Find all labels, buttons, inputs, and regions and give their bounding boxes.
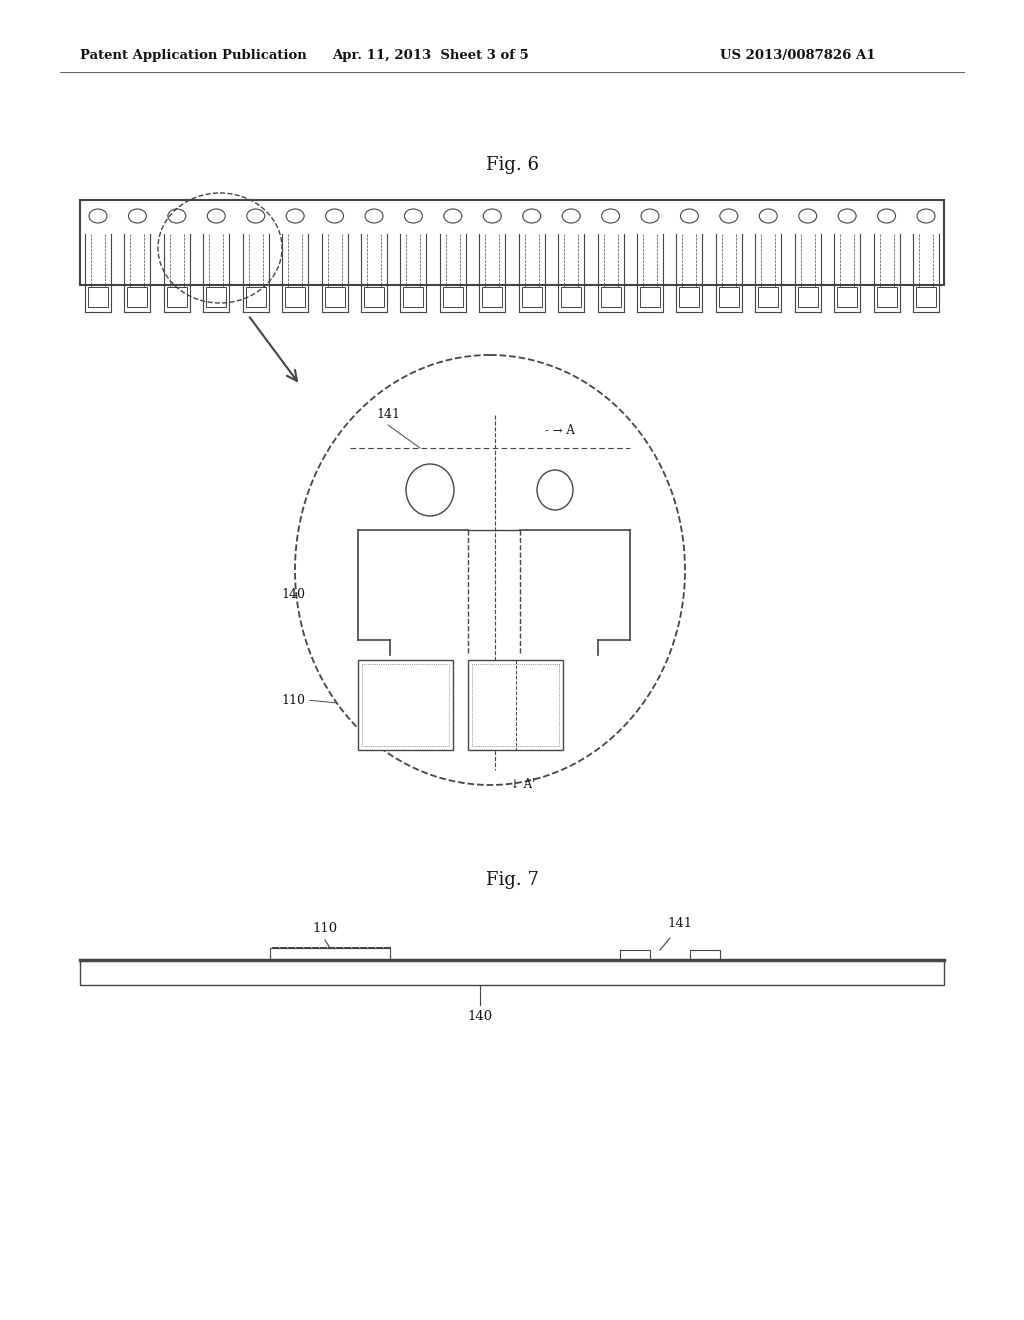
Text: Patent Application Publication: Patent Application Publication (80, 49, 307, 62)
Bar (690, 950, 720, 960)
Ellipse shape (537, 470, 573, 510)
Bar (325, 286, 344, 308)
Text: US 2013/0087826 A1: US 2013/0087826 A1 (720, 49, 876, 62)
Bar (80, 201, 944, 285)
Bar (127, 286, 147, 308)
Bar (521, 286, 542, 308)
Ellipse shape (878, 209, 896, 223)
Ellipse shape (680, 209, 698, 223)
Text: 141: 141 (376, 408, 400, 421)
Bar (640, 286, 660, 308)
Bar (838, 286, 857, 308)
Ellipse shape (406, 465, 454, 516)
Ellipse shape (128, 209, 146, 223)
Bar (561, 286, 582, 308)
Ellipse shape (295, 355, 685, 785)
Text: ↓ A': ↓ A' (510, 777, 536, 791)
Bar (600, 286, 621, 308)
Ellipse shape (443, 209, 462, 223)
Ellipse shape (759, 209, 777, 223)
Ellipse shape (641, 209, 659, 223)
Ellipse shape (326, 209, 344, 223)
Bar (362, 664, 449, 746)
Ellipse shape (838, 209, 856, 223)
Ellipse shape (207, 209, 225, 223)
Ellipse shape (365, 209, 383, 223)
Bar (358, 660, 453, 750)
Ellipse shape (89, 209, 106, 223)
Bar (80, 960, 944, 985)
Text: 110: 110 (281, 693, 305, 706)
Text: Fig. 7: Fig. 7 (485, 871, 539, 888)
Ellipse shape (799, 209, 817, 223)
Ellipse shape (522, 209, 541, 223)
Bar (916, 286, 936, 308)
Bar (403, 286, 424, 308)
Bar (246, 286, 265, 308)
Text: Fig. 6: Fig. 6 (485, 156, 539, 174)
Bar (472, 664, 559, 746)
Ellipse shape (247, 209, 265, 223)
Ellipse shape (918, 209, 935, 223)
Text: 140: 140 (281, 589, 305, 602)
Text: 140: 140 (467, 1010, 493, 1023)
Bar (482, 286, 503, 308)
Bar (468, 660, 563, 750)
Ellipse shape (286, 209, 304, 223)
Bar (680, 286, 699, 308)
Text: Apr. 11, 2013  Sheet 3 of 5: Apr. 11, 2013 Sheet 3 of 5 (332, 49, 528, 62)
Bar (206, 286, 226, 308)
Bar (364, 286, 384, 308)
Text: - → A: - → A (545, 424, 574, 437)
Bar (620, 950, 650, 960)
Bar (167, 286, 186, 308)
Ellipse shape (404, 209, 423, 223)
Bar (285, 286, 305, 308)
Ellipse shape (168, 209, 186, 223)
Bar (798, 286, 818, 308)
Bar (877, 286, 897, 308)
Ellipse shape (483, 209, 502, 223)
Text: 110: 110 (312, 921, 338, 935)
Bar (270, 948, 390, 960)
Bar (442, 286, 463, 308)
Ellipse shape (601, 209, 620, 223)
Bar (719, 286, 739, 308)
Bar (759, 286, 778, 308)
Bar (88, 286, 108, 308)
Text: 141: 141 (668, 917, 692, 931)
Ellipse shape (720, 209, 738, 223)
Ellipse shape (562, 209, 581, 223)
